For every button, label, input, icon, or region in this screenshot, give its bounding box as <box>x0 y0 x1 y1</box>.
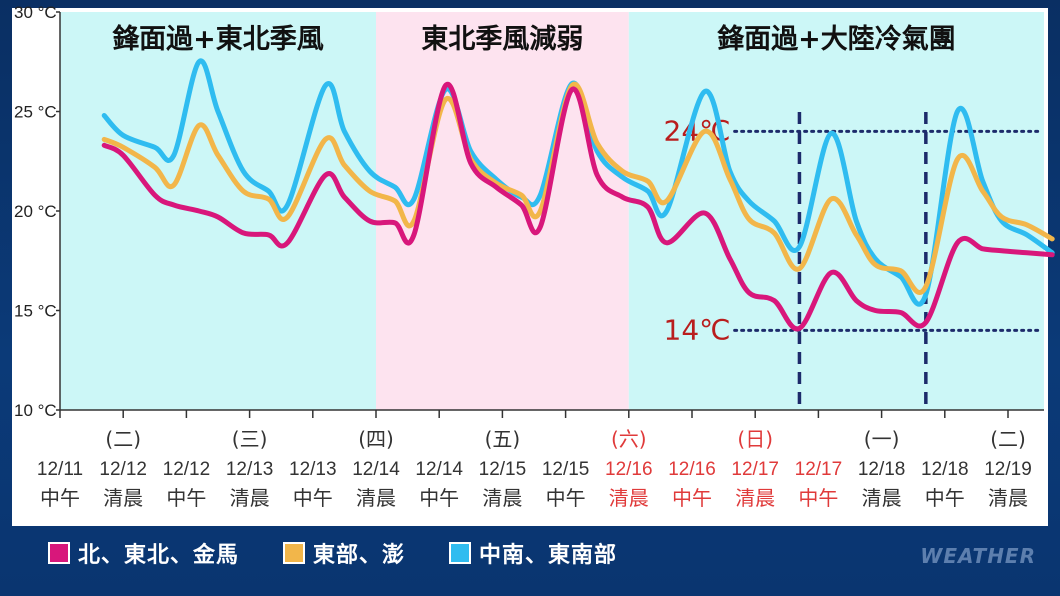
x-tick-weekday-5: (四) <box>358 427 394 451</box>
x-tick-time-2: 中午 <box>166 486 206 510</box>
x-tick-weekday-3: (三) <box>232 427 268 451</box>
x-tick-weekday-13: (一) <box>864 427 900 451</box>
x-tick-weekday-1: (二) <box>105 427 141 451</box>
x-tick-weekday-7: (五) <box>485 427 521 451</box>
y-tick-label-0: 10 °C <box>14 401 57 420</box>
x-tick-date-15: 12/19 <box>984 459 1032 480</box>
x-tick-time-11: 清晨 <box>735 486 775 510</box>
x-tick-time-12: 中午 <box>798 486 838 510</box>
x-tick-date-7: 12/15 <box>479 459 527 480</box>
legend-swatch-north <box>48 542 70 564</box>
x-tick-time-1: 清晨 <box>103 486 143 510</box>
y-tick-label-1: 15 °C <box>14 302 57 321</box>
legend-label-east: 東部、澎 <box>313 543 406 568</box>
legend-swatch-south <box>449 542 472 564</box>
period-band-0 <box>60 12 376 410</box>
x-tick-date-12: 12/17 <box>795 459 843 480</box>
x-tick-time-8: 中午 <box>546 486 586 510</box>
x-tick-date-11: 12/17 <box>731 459 779 480</box>
x-tick-date-2: 12/12 <box>163 459 211 480</box>
x-tick-time-4: 中午 <box>293 486 333 510</box>
series-line-1 <box>101 81 1055 295</box>
x-tick-date-0: 12/11 <box>37 459 83 480</box>
x-tick-time-0: 中午 <box>40 486 80 510</box>
legend-label-north: 北、東北、金馬 <box>78 543 240 568</box>
x-tick-time-15: 清晨 <box>988 486 1028 510</box>
x-tick-time-14: 中午 <box>925 486 965 510</box>
legend-swatch-east <box>283 542 306 564</box>
x-tick-date-4: 12/13 <box>289 459 337 480</box>
legend-item-east: 東部、澎 <box>283 537 405 569</box>
y-tick-label-4: 30 °C <box>14 3 57 22</box>
period-label-0: 鋒面過+東北季風 <box>111 23 324 55</box>
period-label-2: 鋒面過+大陸冷氣團 <box>716 23 956 55</box>
x-tick-date-9: 12/16 <box>605 459 653 480</box>
legend-label-south: 中南、東南部 <box>479 543 618 568</box>
x-tick-date-6: 12/14 <box>415 459 463 480</box>
x-tick-date-14: 12/18 <box>921 459 969 480</box>
legend-item-south: 中南、東南部 <box>449 537 617 569</box>
period-band-1 <box>376 12 629 410</box>
x-tick-date-10: 12/16 <box>668 459 716 480</box>
y-tick-label-2: 20 °C <box>14 202 57 221</box>
reference-label-1: 14℃ <box>664 313 731 346</box>
x-tick-time-13: 清晨 <box>862 486 902 510</box>
x-tick-time-6: 中午 <box>419 486 459 510</box>
x-tick-date-13: 12/18 <box>858 459 906 480</box>
x-tick-time-3: 清晨 <box>230 486 270 510</box>
x-tick-time-7: 清晨 <box>482 486 522 510</box>
series-line-2 <box>101 81 1055 332</box>
x-tick-date-5: 12/14 <box>352 459 400 480</box>
x-tick-time-10: 中午 <box>672 486 712 510</box>
x-tick-date-8: 12/15 <box>542 459 590 480</box>
watermark-logo: WEATHER <box>920 544 1036 568</box>
period-label-1: 東北季風減弱 <box>421 24 583 55</box>
period-band-2 <box>628 12 1044 410</box>
x-tick-weekday-11: (日) <box>737 427 773 451</box>
x-tick-weekday-9: (六) <box>611 427 647 451</box>
legend-item-north: 北、東北、金馬 <box>48 537 239 569</box>
temperature-chart: 鋒面過+東北季風 東北季風減弱 鋒面過+大陸冷氣團 10 °C 15 °C 20 °C 25… <box>14 3 1055 510</box>
x-tick-weekday-15: (二) <box>990 427 1026 451</box>
x-tick-date-3: 12/13 <box>226 459 274 480</box>
chart-legend: 北、東北、金馬 東部、澎 中南、東南部 <box>48 538 661 568</box>
x-tick-time-5: 清晨 <box>356 486 396 510</box>
x-tick-time-9: 清晨 <box>609 486 649 510</box>
y-tick-label-3: 25 °C <box>14 103 57 122</box>
x-tick-date-1: 12/12 <box>99 459 147 480</box>
